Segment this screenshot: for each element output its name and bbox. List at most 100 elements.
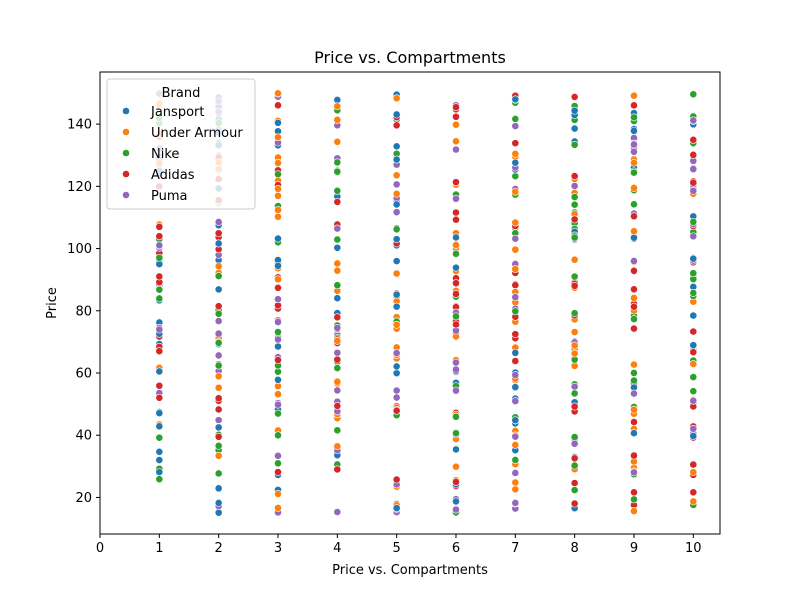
data-point bbox=[392, 393, 401, 402]
data-point bbox=[570, 193, 579, 201]
data-point bbox=[452, 320, 460, 329]
data-point bbox=[630, 200, 638, 209]
data-point bbox=[630, 418, 638, 426]
legend-box bbox=[106, 78, 256, 210]
data-point bbox=[452, 358, 460, 367]
data-point bbox=[214, 508, 223, 517]
data-point bbox=[155, 294, 164, 303]
data-point bbox=[392, 320, 401, 329]
legend-marker bbox=[122, 191, 130, 199]
data-point bbox=[570, 486, 579, 494]
data-point bbox=[511, 371, 520, 379]
legend-label: Puma bbox=[151, 189, 187, 204]
data-point bbox=[274, 118, 282, 127]
data-point bbox=[333, 167, 342, 176]
data-point bbox=[630, 233, 638, 242]
data-point bbox=[452, 478, 460, 486]
data-point bbox=[392, 171, 401, 180]
data-point bbox=[570, 328, 579, 336]
data-point bbox=[333, 235, 342, 244]
data-point bbox=[689, 460, 698, 469]
y-axis-ticks: 20 40 60 80 100 120 140 bbox=[67, 118, 100, 506]
data-point bbox=[274, 375, 282, 384]
data-point bbox=[511, 293, 520, 302]
data-point bbox=[511, 187, 520, 196]
legend-label: Adidas bbox=[151, 168, 195, 183]
data-point bbox=[392, 349, 401, 358]
data-point bbox=[274, 295, 282, 304]
data-point bbox=[392, 225, 401, 234]
data-point bbox=[689, 373, 698, 382]
data-point bbox=[689, 232, 698, 241]
data-point bbox=[392, 94, 401, 103]
data-point bbox=[570, 382, 579, 391]
data-point bbox=[214, 351, 223, 360]
data-point bbox=[392, 121, 401, 130]
data-point bbox=[392, 142, 401, 151]
data-point bbox=[274, 283, 282, 292]
data-point bbox=[333, 465, 342, 474]
data-point bbox=[689, 327, 698, 336]
data-point bbox=[392, 208, 401, 217]
data-point bbox=[452, 279, 460, 288]
data-point bbox=[630, 266, 638, 275]
data-point bbox=[392, 406, 401, 415]
data-point bbox=[689, 360, 698, 368]
data-point bbox=[214, 329, 223, 338]
data-point bbox=[214, 383, 223, 392]
data-point bbox=[155, 456, 164, 464]
data-point bbox=[155, 475, 164, 484]
data-point bbox=[333, 198, 342, 206]
data-point bbox=[689, 135, 698, 144]
data-point bbox=[452, 208, 460, 217]
data-point bbox=[689, 348, 698, 357]
data-point bbox=[452, 178, 460, 187]
data-point bbox=[214, 317, 223, 325]
data-point bbox=[274, 206, 282, 214]
data-point bbox=[689, 165, 698, 174]
data-point bbox=[214, 432, 223, 441]
data-point bbox=[511, 245, 520, 254]
data-point bbox=[452, 365, 460, 374]
data-point bbox=[214, 262, 223, 271]
data-point bbox=[511, 172, 520, 181]
data-point bbox=[630, 147, 638, 156]
data-point bbox=[511, 383, 520, 392]
data-point bbox=[274, 431, 282, 440]
x-tick-label: 8 bbox=[571, 541, 579, 556]
data-point bbox=[452, 497, 460, 506]
data-point bbox=[392, 180, 401, 189]
data-point bbox=[333, 158, 342, 167]
data-point bbox=[214, 218, 223, 226]
data-point bbox=[630, 360, 638, 369]
data-point bbox=[630, 302, 638, 311]
data-point bbox=[689, 90, 698, 99]
data-point bbox=[274, 184, 282, 193]
data-point bbox=[630, 126, 638, 135]
data-point bbox=[570, 389, 579, 398]
data-point bbox=[630, 495, 638, 504]
data-point bbox=[570, 182, 579, 190]
data-point bbox=[392, 189, 401, 198]
data-point bbox=[392, 257, 401, 265]
data-point bbox=[155, 232, 164, 241]
data-point bbox=[333, 386, 342, 395]
data-point bbox=[392, 200, 401, 209]
y-tick-label: 60 bbox=[75, 367, 92, 382]
x-tick-label: 10 bbox=[685, 541, 702, 556]
x-tick-label: 1 bbox=[155, 541, 163, 556]
data-point bbox=[630, 324, 638, 333]
data-point bbox=[511, 95, 520, 104]
data-point bbox=[452, 290, 460, 298]
x-tick-label: 0 bbox=[96, 541, 104, 556]
data-point bbox=[274, 191, 282, 200]
data-point bbox=[570, 215, 579, 224]
data-point bbox=[630, 158, 638, 167]
data-point bbox=[630, 184, 638, 192]
data-point bbox=[274, 356, 282, 364]
data-point bbox=[214, 416, 223, 425]
legend-marker bbox=[122, 107, 130, 115]
data-point bbox=[392, 504, 401, 513]
legend: Brand Jansport Under Armour Nike Adidas Puma bbox=[106, 78, 256, 210]
